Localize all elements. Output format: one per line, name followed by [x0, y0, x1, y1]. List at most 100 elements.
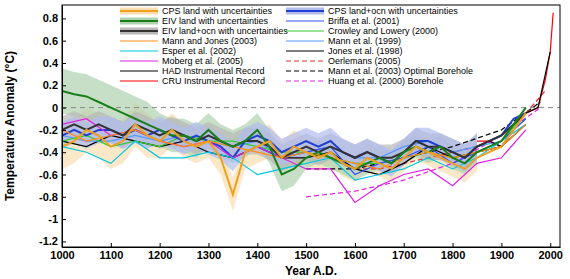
x-tick-label: 1400	[246, 249, 270, 261]
y-tick-mark	[62, 175, 66, 176]
y-tick-label: -0.8	[39, 191, 58, 203]
x-tick-label: 1100	[99, 249, 123, 261]
y-tick-mark	[62, 85, 66, 86]
legend-swatch	[286, 70, 324, 71]
x-tick: 1600	[343, 243, 367, 261]
x-tick-label: 1600	[343, 249, 367, 261]
legend-label: Esper et al. (2002)	[162, 46, 236, 56]
y-tick-mark	[62, 130, 66, 131]
y-tick: -0.8	[39, 191, 66, 203]
y-tick-label: -0.2	[39, 124, 58, 136]
legend-item: CPS land with uncertainties	[120, 6, 273, 16]
x-tick-label: 1900	[490, 249, 514, 261]
legend-label: Briffa et al. (2001)	[328, 16, 399, 26]
legend-label: CPS land+ocn with uncertainties	[328, 6, 458, 16]
legend-swatch	[120, 20, 158, 22]
series-line	[62, 113, 526, 163]
legend-band	[120, 18, 158, 25]
y-tick-mark	[62, 197, 66, 198]
legend-item: Moberg et al. (2005)	[120, 56, 243, 66]
legend-item: EIV land with uncertainties	[120, 16, 269, 26]
y-tick: -0.2	[39, 124, 66, 136]
legend-item: Esper et al. (2002)	[120, 46, 236, 56]
y-tick: -0.4	[39, 146, 66, 158]
y-tick-mark	[62, 63, 66, 64]
y-tick-label: -1.2	[39, 235, 58, 247]
legend-item: Jones et al. (1998)	[286, 46, 403, 56]
series-line	[62, 119, 526, 203]
x-tick-label: 1800	[441, 249, 465, 261]
x-tick: 1200	[148, 243, 172, 261]
legend-item: Oerlemans (2005)	[286, 56, 401, 66]
legend-item: Briffa et al. (2001)	[286, 16, 399, 26]
legend-band	[120, 28, 158, 35]
y-tick-mark	[62, 152, 66, 153]
x-tick: 1500	[294, 243, 318, 261]
y-tick-label: -1	[48, 213, 58, 225]
plot-marks	[62, 13, 560, 212]
x-tick-mark	[306, 243, 307, 247]
legend-item: HAD Instrumental Record	[120, 66, 265, 76]
x-tick-label: 1300	[197, 249, 221, 261]
x-tick-mark	[111, 243, 112, 247]
legend-label: Crowley and Lowery (2000)	[328, 26, 438, 36]
legend-band	[286, 8, 324, 15]
y-axis: -1.2 -1 -0.8 -0.6 -0.4 -0.2 0 0.2 0.4 0.6 0.8	[39, 6, 66, 248]
y-tick: 0.4	[43, 57, 66, 69]
legend-swatch	[286, 60, 324, 61]
x-tick-label: 1700	[392, 249, 416, 261]
legend-swatch	[120, 70, 158, 71]
series-line	[62, 113, 526, 194]
x-tick: 1700	[392, 243, 416, 261]
y-tick-mark	[62, 18, 66, 19]
legend-label: Mann et al. (1999)	[328, 36, 401, 46]
y-axis-line	[62, 6, 63, 248]
x-tick-mark	[355, 243, 356, 247]
legend-swatch	[286, 40, 324, 41]
legend-swatch	[120, 40, 158, 41]
x-tick: 1400	[246, 243, 270, 261]
x-tick-mark	[160, 243, 161, 247]
x-tick-mark	[257, 243, 258, 247]
x-tick-label: 1500	[294, 249, 318, 261]
series-line	[62, 113, 526, 163]
legend-swatch	[286, 20, 324, 21]
legend-swatch	[120, 30, 158, 32]
legend-item: Crowley and Lowery (2000)	[286, 26, 438, 36]
x-tick: 1900	[490, 243, 514, 261]
legend-label: Mann et al. (2003) Optimal Borehole	[328, 66, 473, 76]
y-tick: 0.2	[43, 79, 66, 91]
legend-item: Huang et al. (2000) Borehole	[286, 76, 444, 86]
y-tick: 0.8	[43, 12, 66, 24]
x-tick-mark	[501, 243, 502, 247]
y-tick-label: 0	[52, 102, 58, 114]
x-tick-label: 1200	[148, 249, 172, 261]
y-tick-mark	[62, 108, 66, 109]
x-tick: 1800	[441, 243, 465, 261]
legend-item: CPS land+ocn with uncertainties	[286, 6, 458, 16]
series-line	[62, 113, 526, 158]
legend-swatch	[120, 50, 158, 51]
legend-swatch	[286, 80, 324, 81]
y-tick-label: 0.2	[43, 79, 58, 91]
x-tick-mark	[453, 243, 454, 247]
legend-label: EIV land+ocn with uncertainties	[162, 26, 288, 36]
legend-swatch	[286, 50, 324, 51]
series-line	[62, 91, 526, 175]
x-tick-label: 1000	[50, 249, 74, 261]
legend-item: EIV land+ocn with uncertainties	[120, 26, 288, 36]
x-tick-label: 2000	[538, 249, 562, 261]
legend-label: EIV land with uncertainties	[162, 16, 269, 26]
y-tick: 0.6	[43, 35, 66, 47]
legend-band	[120, 8, 158, 15]
legend-label: Huang et al. (2000) Borehole	[328, 76, 444, 86]
y-tick-mark	[62, 241, 66, 242]
x-tick-mark	[550, 243, 551, 247]
y-tick-label: -0.6	[39, 169, 58, 181]
y-tick: 0	[52, 102, 66, 114]
y-tick-mark	[62, 41, 66, 42]
legend-swatch	[120, 60, 158, 61]
y-tick: -1	[48, 213, 66, 225]
legend-label: CPS land with uncertainties	[162, 6, 273, 16]
x-axis: 1000 1100 1200 1300 1400 1500 1600 1700 1800 1900…	[50, 243, 563, 261]
